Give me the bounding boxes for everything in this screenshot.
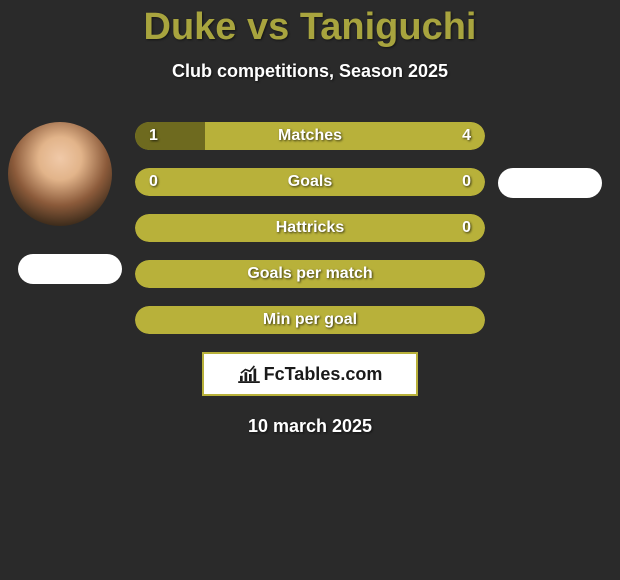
stat-label: Goals [135,168,485,196]
player1-name: Duke [144,6,237,48]
stat-bar-min-per-goal: Min per goal [135,306,485,334]
stat-value-left: 0 [149,168,158,196]
vs-separator: vs [247,6,289,48]
stat-bar-hattricks: Hattricks0 [135,214,485,242]
subtitle: Club competitions, Season 2025 [0,61,620,82]
stat-value-right: 4 [462,122,471,150]
stat-label: Goals per match [135,260,485,288]
stat-value-right: 0 [462,214,471,242]
comparison-panel: Matches14Goals00Hattricks0Goals per matc… [0,122,620,437]
page-title: Duke vs Taniguchi [0,0,620,49]
logo-text: FcTables.com [264,364,383,385]
stat-label: Hattricks [135,214,485,242]
date-label: 10 march 2025 [0,416,620,437]
stat-label: Matches [135,122,485,150]
player1-photo [8,122,112,226]
logo-box[interactable]: FcTables.com [202,352,418,396]
player2-flag [498,168,602,198]
stat-label: Min per goal [135,306,485,334]
stat-value-left: 1 [149,122,158,150]
player2-name: Taniguchi [300,6,477,48]
player1-avatar [8,122,112,226]
stat-bar-goals: Goals0 0 [135,168,485,196]
stat-bar-goals-per-match: Goals per match [135,260,485,288]
stat-bar-matches: Matches1 4 [135,122,485,150]
player1-flag [18,254,122,284]
chart-icon [238,365,260,383]
stat-bars: Matches14Goals00Hattricks0Goals per matc… [135,122,485,334]
stat-value-right: 0 [462,168,471,196]
